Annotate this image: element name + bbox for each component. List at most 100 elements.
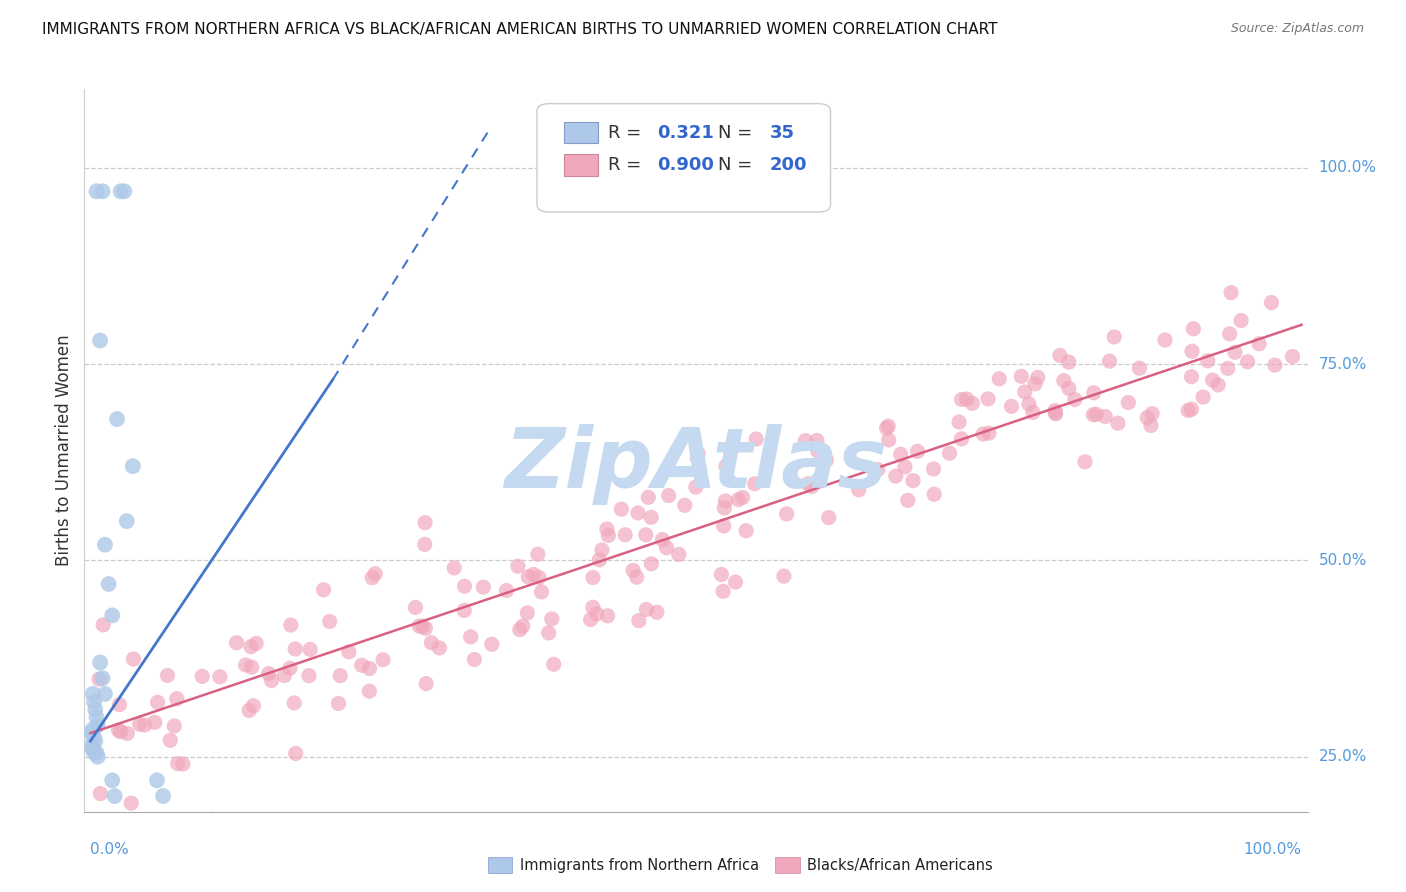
Text: IMMIGRANTS FROM NORTHERN AFRICA VS BLACK/AFRICAN AMERICAN BIRTHS TO UNMARRIED WO: IMMIGRANTS FROM NORTHERN AFRICA VS BLACK… [42, 22, 998, 37]
Point [988, 372, 1011, 386]
Point [807, 444, 830, 458]
Point [731, 491, 754, 505]
Point [420, 635, 443, 649]
Point [530, 585, 553, 599]
Point [163, 719, 186, 733]
Point [117, 726, 139, 740]
Point [110, 724, 132, 739]
Point [359, 661, 381, 675]
Point [94, 538, 117, 552]
Point [517, 570, 540, 584]
Point [1206, 378, 1229, 392]
Point [1024, 376, 1046, 391]
Point [1063, 392, 1085, 407]
Point [86, 710, 108, 724]
Point [686, 451, 709, 466]
Point [86, 749, 108, 764]
Point [1026, 370, 1049, 384]
Point [115, 514, 138, 528]
Point [89, 656, 111, 670]
Point [1220, 285, 1243, 300]
Point [950, 392, 973, 407]
Point [280, 618, 302, 632]
Point [1154, 333, 1177, 347]
Point [636, 602, 658, 616]
Point [1201, 373, 1223, 387]
Point [1219, 326, 1241, 341]
Point [582, 570, 605, 584]
Point [415, 621, 437, 635]
Point [596, 522, 619, 536]
Point [1057, 355, 1080, 369]
Point [588, 553, 610, 567]
Y-axis label: Births to Unmarried Women: Births to Unmarried Women [55, 334, 73, 566]
Point [668, 548, 690, 562]
Point [1128, 361, 1150, 376]
Point [83, 730, 105, 744]
Point [894, 460, 917, 475]
Point [152, 789, 174, 803]
Point [579, 613, 602, 627]
Text: Source: ZipAtlas.com: Source: ZipAtlas.com [1230, 22, 1364, 36]
Point [794, 434, 817, 448]
Point [977, 392, 1000, 406]
Text: 0.321: 0.321 [657, 124, 714, 142]
Point [522, 567, 544, 582]
Point [658, 488, 681, 502]
Point [284, 747, 307, 761]
Point [1249, 336, 1271, 351]
Point [582, 600, 605, 615]
Point [1140, 407, 1163, 421]
Point [361, 571, 384, 585]
Point [82, 723, 104, 737]
Point [191, 669, 214, 683]
Point [596, 608, 619, 623]
Point [350, 658, 373, 673]
Point [453, 579, 475, 593]
Point [460, 630, 482, 644]
Point [83, 746, 105, 760]
Point [673, 498, 696, 512]
Point [877, 433, 900, 447]
Point [655, 541, 678, 555]
Point [1022, 405, 1045, 419]
Point [408, 619, 430, 633]
Point [977, 426, 1000, 441]
Point [1049, 348, 1071, 362]
Text: ZipAtlas: ZipAtlas [505, 425, 887, 506]
Point [84, 734, 107, 748]
Point [159, 733, 181, 747]
Point [257, 666, 280, 681]
Point [97, 577, 120, 591]
Point [1094, 409, 1116, 424]
Point [284, 642, 307, 657]
Point [143, 715, 166, 730]
Point [1181, 344, 1204, 359]
Point [128, 717, 150, 731]
Point [591, 543, 613, 558]
Point [1192, 390, 1215, 404]
Point [645, 605, 668, 619]
Point [1010, 369, 1032, 384]
Point [86, 184, 108, 198]
Point [472, 580, 495, 594]
Point [328, 697, 350, 711]
Text: 35: 35 [769, 124, 794, 142]
Point [87, 672, 110, 686]
Point [443, 561, 465, 575]
Point [1107, 416, 1129, 430]
Point [866, 463, 889, 477]
Point [101, 773, 124, 788]
Point [166, 691, 188, 706]
Point [278, 661, 301, 675]
Point [773, 569, 796, 583]
Point [337, 645, 360, 659]
Point [273, 668, 295, 682]
Point [972, 427, 994, 442]
Point [80, 726, 103, 740]
Text: 25.0%: 25.0% [1319, 749, 1367, 764]
Point [104, 789, 127, 803]
Point [637, 491, 659, 505]
Text: Immigrants from Northern Africa: Immigrants from Northern Africa [520, 858, 759, 872]
Point [1180, 402, 1202, 417]
